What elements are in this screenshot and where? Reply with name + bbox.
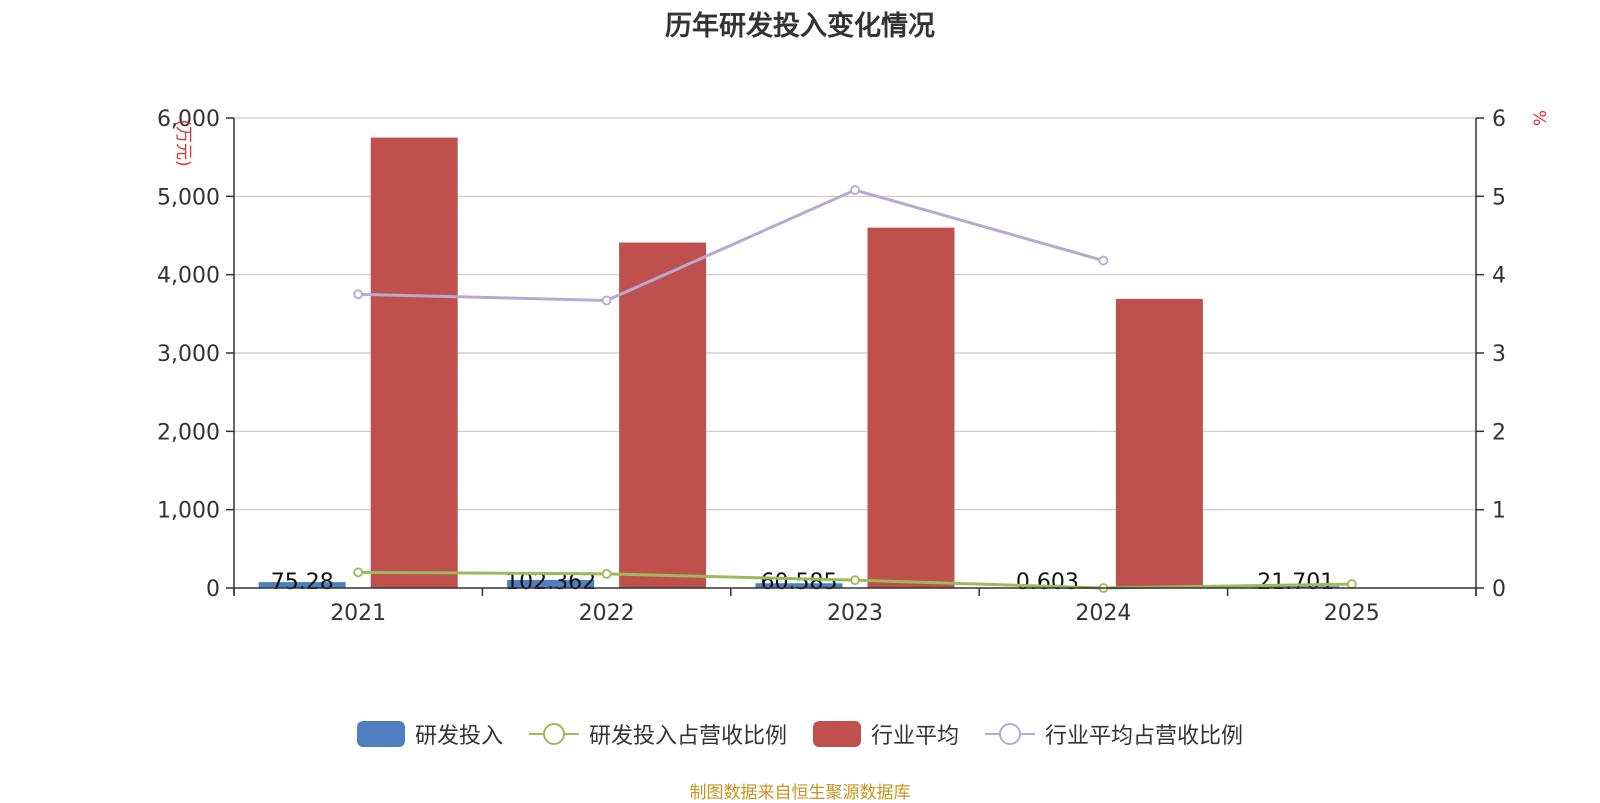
series-point bbox=[354, 290, 362, 298]
right-axis-tick-label: 2 bbox=[1492, 420, 1506, 445]
axes: 01,0002,0003,0004,0005,0006,0000123456(万… bbox=[157, 107, 1551, 626]
lines bbox=[354, 186, 1356, 592]
series-point bbox=[603, 570, 611, 578]
bar bbox=[1116, 299, 1203, 588]
legend-item-industry-average[interactable]: 行业平均 bbox=[813, 718, 959, 750]
legend-label-industry-ratio: 行业平均占营收比例 bbox=[1045, 718, 1243, 750]
left-axis-tick-label: 3,000 bbox=[157, 342, 220, 367]
left-axis-tick-label: 5,000 bbox=[157, 185, 220, 210]
right-axis-label: % bbox=[1531, 110, 1551, 126]
x-axis-tick-label: 2021 bbox=[330, 601, 386, 626]
left-axis-label: (万元) bbox=[173, 119, 193, 166]
bar-data-label: 75.28 bbox=[271, 570, 334, 595]
series-line bbox=[358, 190, 1103, 300]
bar bbox=[619, 243, 706, 588]
bar-data-label: 60.585 bbox=[761, 570, 838, 595]
series-point bbox=[1348, 580, 1356, 588]
left-axis-tick-label: 2,000 bbox=[157, 420, 220, 445]
x-axis-tick-label: 2024 bbox=[1075, 601, 1131, 626]
series-point bbox=[603, 297, 611, 305]
bar bbox=[868, 228, 955, 588]
right-axis-tick-label: 3 bbox=[1492, 342, 1506, 367]
right-axis-tick-label: 0 bbox=[1492, 577, 1506, 602]
x-axis-tick-label: 2025 bbox=[1324, 601, 1380, 626]
x-axis-tick-label: 2023 bbox=[827, 601, 883, 626]
legend-label-rd-ratio: 研发投入占营收比例 bbox=[589, 718, 787, 750]
right-axis-tick-label: 5 bbox=[1492, 185, 1506, 210]
x-axis-tick-label: 2022 bbox=[579, 601, 635, 626]
left-axis-tick-label: 0 bbox=[206, 577, 220, 602]
legend-item-rd-investment[interactable]: 研发投入 bbox=[357, 718, 503, 750]
legend-item-rd-ratio[interactable]: 研发投入占营收比例 bbox=[529, 718, 787, 750]
legend: 研发投入 研发投入占营收比例 行业平均 行业平均占营收比例 bbox=[0, 718, 1600, 750]
series-point bbox=[1099, 257, 1107, 265]
series-point bbox=[851, 186, 859, 194]
legend-swatch-industry-average bbox=[813, 721, 861, 747]
series-point bbox=[354, 568, 362, 576]
bar-data-label: 21.701 bbox=[1257, 570, 1334, 595]
left-axis-tick-label: 4,000 bbox=[157, 264, 220, 289]
legend-marker-industry-ratio bbox=[985, 721, 1035, 747]
legend-marker-rd-ratio bbox=[529, 721, 579, 747]
right-axis-tick-label: 6 bbox=[1492, 107, 1506, 132]
bar-data-label: 0.603 bbox=[1016, 570, 1079, 595]
bars bbox=[259, 138, 1340, 588]
right-axis-tick-label: 4 bbox=[1492, 264, 1506, 289]
source-note: 制图数据来自恒生聚源数据库 bbox=[0, 778, 1600, 803]
bar bbox=[371, 138, 458, 588]
left-axis-tick-label: 1,000 bbox=[157, 499, 220, 524]
legend-item-industry-ratio[interactable]: 行业平均占营收比例 bbox=[985, 718, 1243, 750]
legend-swatch-rd-investment bbox=[357, 721, 405, 747]
series-point bbox=[851, 576, 859, 584]
legend-label-industry-average: 行业平均 bbox=[871, 718, 959, 750]
right-axis-tick-label: 1 bbox=[1492, 499, 1506, 524]
legend-label-rd-investment: 研发投入 bbox=[415, 718, 503, 750]
